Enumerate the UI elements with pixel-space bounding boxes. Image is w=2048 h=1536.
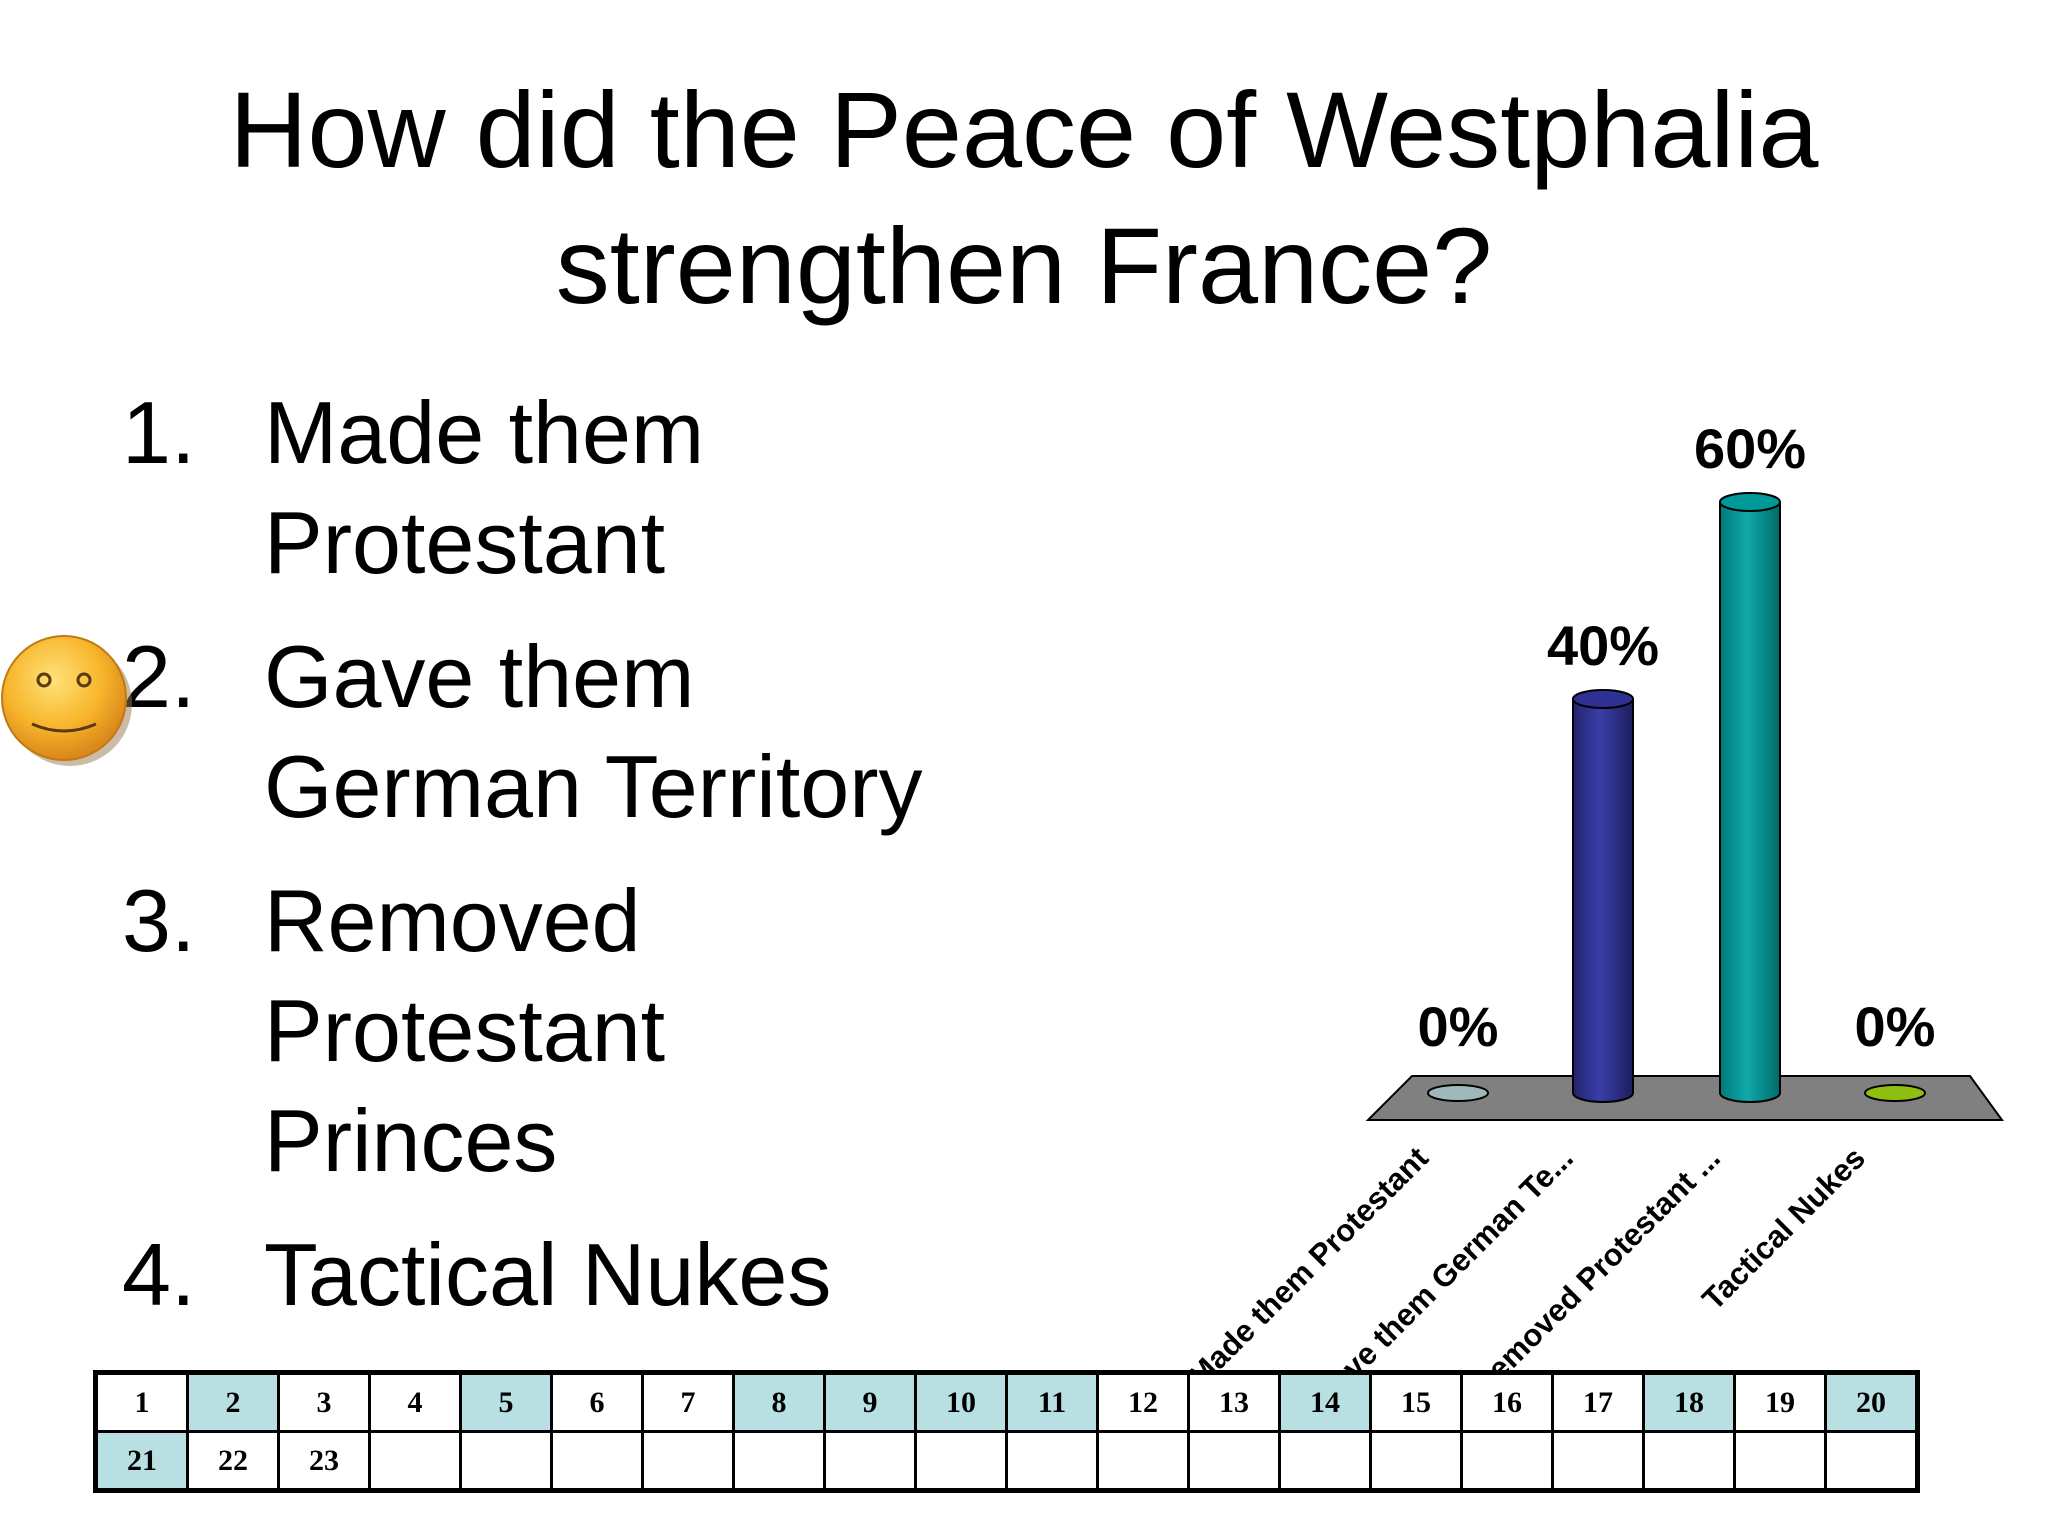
response-grid-cell (459, 1430, 553, 1492)
response-grid-cell (1824, 1430, 1919, 1492)
bar-value-label: 0% (1855, 995, 1936, 1058)
response-grid-cell: 19 (1733, 1371, 1827, 1433)
answer-option-1[interactable]: 1. Made them Protestant (122, 378, 1024, 598)
response-grid-cell: 21 (94, 1430, 189, 1492)
bar-value-label: 40% (1547, 614, 1659, 677)
response-grid-cell (1551, 1430, 1645, 1492)
bar (1572, 689, 1634, 1103)
response-grid: 1 2 3 4 5 6 7 8 9 10 11 12 13 14 15 16 17 18 19 20 21 22 23 (93, 1370, 1920, 1493)
response-grid-cell (1369, 1430, 1463, 1492)
response-grid-cell (914, 1430, 1008, 1492)
response-grid-cell (1005, 1430, 1099, 1492)
response-grid-cell: 15 (1369, 1371, 1463, 1433)
slide-title: How did the Peace of Westphalia strength… (229, 69, 1819, 326)
response-grid-cell (1642, 1430, 1736, 1492)
response-grid-cell: 9 (823, 1371, 917, 1433)
response-grid-cell: 13 (1187, 1371, 1281, 1433)
answer-option-text: Removed Protestant Princes (264, 871, 666, 1190)
response-grid-cell: 23 (277, 1430, 371, 1492)
category-axis-label: Made them Protestant (1181, 1140, 1435, 1394)
answer-options: 1. Made them Protestant 2. Gave them Ger… (122, 378, 1024, 1354)
response-grid-cell: 4 (368, 1371, 462, 1433)
bar (1864, 1084, 1926, 1102)
response-grid-cell: 5 (459, 1371, 553, 1433)
answer-option-2[interactable]: 2. Gave them German Territory (122, 622, 1024, 842)
answer-option-text: Made them Protestant (264, 383, 705, 592)
answer-option-text: Tactical Nukes (264, 1225, 832, 1324)
bar-value-label: 60% (1694, 417, 1806, 480)
response-grid-cell: 3 (277, 1371, 371, 1433)
response-grid-cell: 12 (1096, 1371, 1190, 1433)
response-grid-cell (1278, 1430, 1372, 1492)
response-grid-cell: 22 (186, 1430, 280, 1492)
response-grid-cell: 11 (1005, 1371, 1099, 1433)
response-grid-cell: 8 (732, 1371, 826, 1433)
response-grid-cell (1733, 1430, 1827, 1492)
response-grid-cell (1096, 1430, 1190, 1492)
answer-option-3[interactable]: 3. Removed Protestant Princes (122, 866, 1024, 1196)
response-grid-cell: 18 (1642, 1371, 1736, 1433)
response-grid-row: 1 2 3 4 5 6 7 8 9 10 11 12 13 14 15 16 17 18 19 20 (94, 1371, 1919, 1433)
answer-option-text: Gave them German Territory (264, 627, 923, 836)
response-grid-cell (368, 1430, 462, 1492)
bar-value-label: 0% (1418, 995, 1499, 1058)
answer-option-number: 4. (122, 1225, 196, 1324)
response-grid-cell (1187, 1430, 1281, 1492)
answer-option-4[interactable]: 4. Tactical Nukes (122, 1220, 1024, 1330)
response-grid-cell (550, 1430, 644, 1492)
response-grid-cell: 1 (94, 1371, 189, 1433)
response-grid-row: 21 22 23 (94, 1430, 1919, 1492)
response-grid-cell: 16 (1460, 1371, 1554, 1433)
response-grid-cell: 20 (1824, 1371, 1919, 1433)
answer-option-number: 1. (122, 383, 196, 482)
answer-option-number: 3. (122, 871, 196, 970)
response-grid-cell: 7 (641, 1371, 735, 1433)
chart-floor (1365, 1075, 2004, 1121)
response-grid-cell (732, 1430, 826, 1492)
response-grid-cell: 2 (186, 1371, 280, 1433)
response-grid-cell: 17 (1551, 1371, 1645, 1433)
response-grid-cell: 10 (914, 1371, 1008, 1433)
category-axis-label: Removed Protestant ... (1465, 1140, 1727, 1402)
bar (1719, 492, 1781, 1103)
response-grid-cell (641, 1430, 735, 1492)
smiley-face-icon (1, 635, 132, 766)
response-grid-cell (823, 1430, 917, 1492)
response-grid-cell: 6 (550, 1371, 644, 1433)
bar (1427, 1084, 1489, 1102)
response-grid-cell: 14 (1278, 1371, 1372, 1433)
answer-option-number: 2. (122, 627, 196, 726)
response-grid-cell (1460, 1430, 1554, 1492)
